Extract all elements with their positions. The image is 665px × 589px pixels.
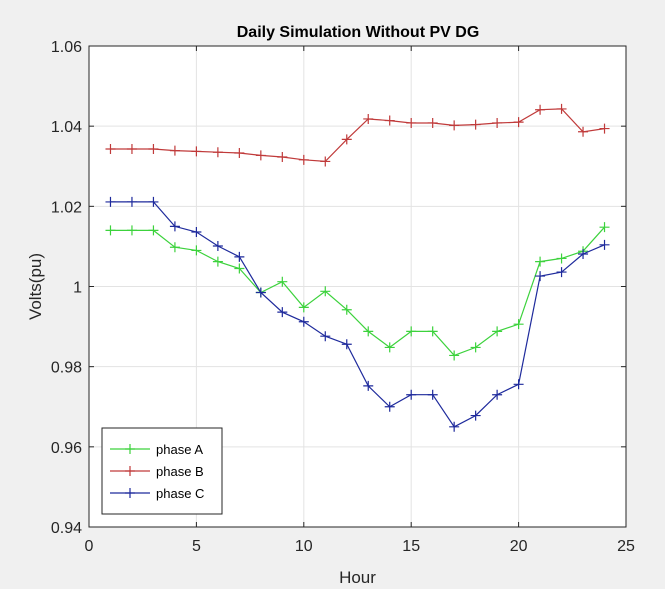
phase-B-point (427, 117, 438, 128)
phase-B-point (169, 145, 180, 156)
x-tick-label: 10 (295, 538, 313, 555)
y-tick-label: 1.02 (51, 199, 82, 216)
phase-A-point (105, 225, 116, 236)
phase-A-point (148, 225, 159, 236)
x-tick-label: 0 (85, 538, 94, 555)
phase-B-point (599, 123, 610, 134)
legend: phase A phase B phase C (101, 427, 223, 515)
phase-B-point (470, 119, 481, 130)
phase-A-point (341, 304, 352, 315)
phase-B-point (449, 120, 460, 131)
phase-C-point (234, 251, 245, 262)
legend-marker-phase-A (125, 444, 135, 454)
phase-B-point (126, 144, 137, 155)
phase-B-point (406, 117, 417, 128)
phase-C-point (341, 339, 352, 350)
phase-B-point (191, 146, 202, 157)
phase-C-point (406, 389, 417, 400)
phase-C-point (556, 267, 567, 278)
y-tick-label: 0.94 (51, 520, 82, 537)
phase-A-point (363, 326, 374, 337)
phase-B-point (363, 113, 374, 124)
series-layer (105, 103, 610, 432)
phase-B-point (212, 147, 223, 158)
phase-A-point (212, 256, 223, 267)
phase-C-point (320, 331, 331, 342)
legend-label-phase-A: phase A (156, 442, 203, 457)
phase-A-point (556, 253, 567, 264)
phase-A-point (277, 276, 288, 287)
phase-C-point (255, 287, 266, 298)
legend-marker-phase-C (125, 488, 135, 498)
x-tick-label: 15 (402, 538, 420, 555)
phase-B-point (255, 150, 266, 161)
phase-A-point (513, 319, 524, 330)
phase-A-point (470, 342, 481, 353)
axis-ticks: 0 5 10 15 20 25 0.94 0.96 0.98 1 1.02 1.04 1.06 (51, 39, 635, 555)
phase-A-point (427, 326, 438, 337)
phase-C-point (277, 307, 288, 318)
legend-marker-phase-B (125, 466, 135, 476)
phase-A-point (406, 326, 417, 337)
phase-A-point (298, 302, 309, 313)
phase-B-point (105, 144, 116, 155)
y-tick-label: 1.06 (51, 39, 82, 56)
phase-C-point (169, 221, 180, 232)
phase-A-point (169, 242, 180, 253)
x-axis-title: Hour (339, 568, 376, 587)
phase-A-point (492, 326, 503, 337)
phase-B-point (578, 126, 589, 137)
phase-C-point (513, 379, 524, 390)
phase-C-point (191, 226, 202, 237)
phase-B-point (148, 144, 159, 155)
phase-C-point (126, 196, 137, 207)
phase-B-point (513, 117, 524, 128)
phase-C-point (148, 196, 159, 207)
y-tick-label: 0.96 (51, 440, 82, 457)
phase-B-point (535, 104, 546, 115)
phase-C-point (470, 410, 481, 421)
phase-C-point (599, 239, 610, 250)
phase-C-point (105, 196, 116, 207)
phase-B-point (234, 148, 245, 159)
phase-A-point (234, 263, 245, 274)
phase-B-point (341, 134, 352, 145)
y-tick-label: 1 (73, 280, 82, 297)
phase-A-point (384, 342, 395, 353)
phase-C-point (298, 316, 309, 327)
phase-B-point (298, 154, 309, 165)
phase-A-point (599, 222, 610, 233)
legend-label-phase-B: phase B (156, 464, 204, 479)
phase-C-point (535, 271, 546, 282)
x-tick-label: 25 (617, 538, 635, 555)
phase-C-point (384, 401, 395, 412)
phase-B-point (492, 117, 503, 128)
y-axis-title: Volts(pu) (26, 253, 45, 320)
legend-label-phase-C: phase C (156, 486, 204, 501)
phase-C-point (212, 241, 223, 252)
phase-C-line (110, 201, 605, 428)
phase-C-point (363, 380, 374, 391)
phase-A-point (126, 225, 137, 236)
chart-title: Daily Simulation Without PV DG (237, 24, 480, 41)
y-tick-label: 1.04 (51, 119, 82, 136)
phase-A-point (535, 256, 546, 267)
phase-B-point (384, 115, 395, 126)
phase-B-point (556, 103, 567, 114)
phase-C-point (449, 421, 460, 432)
phase-A-point (191, 245, 202, 256)
x-tick-label: 5 (192, 538, 201, 555)
phase-B-point (320, 156, 331, 167)
phase-A-point (449, 350, 460, 361)
phase-B-point (277, 152, 288, 163)
phase-A-point (320, 286, 331, 297)
phase-C-point (578, 249, 589, 260)
phase-C-point (427, 389, 438, 400)
y-tick-label: 0.98 (51, 360, 82, 377)
phase-C-point (492, 389, 503, 400)
x-tick-label: 20 (510, 538, 528, 555)
